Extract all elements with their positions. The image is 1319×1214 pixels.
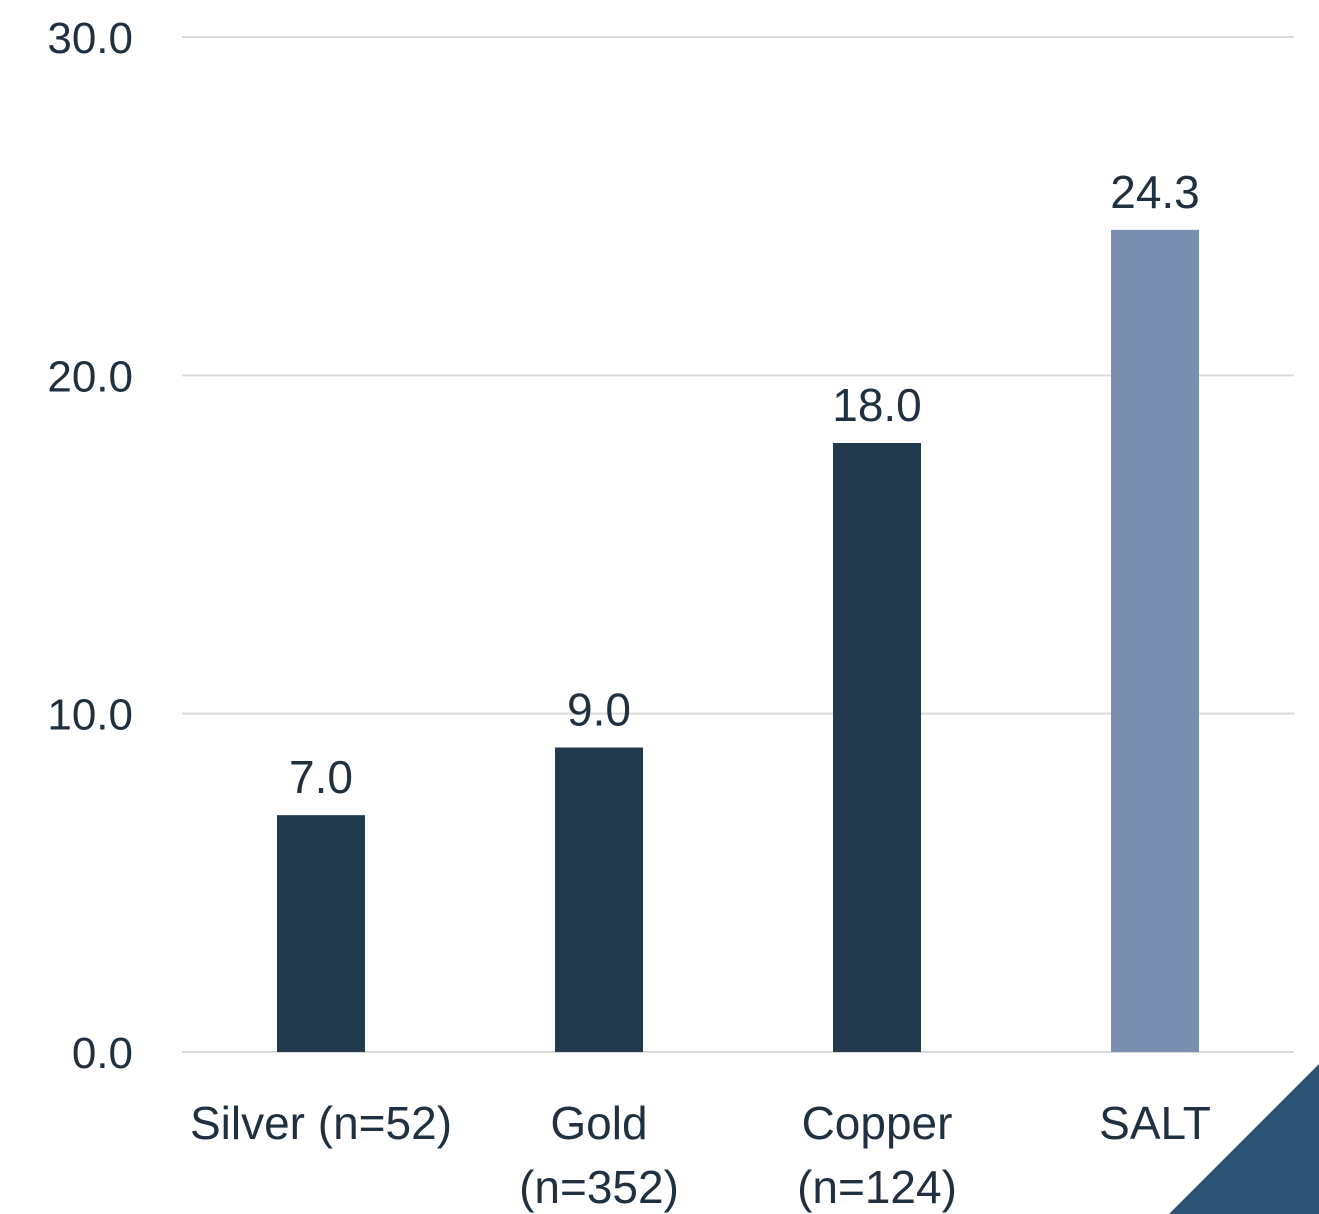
- data-label: 9.0: [567, 684, 631, 736]
- category-labels: Silver (n=52) Gold (n=352) Copper (n=124) SAL…: [190, 1097, 1211, 1213]
- bar: [555, 747, 643, 1052]
- bar: [277, 815, 365, 1052]
- x-tick-label: Copper: [802, 1097, 953, 1149]
- x-tick-label: SALT: [1099, 1097, 1211, 1149]
- x-tick-label: (n=352): [519, 1161, 679, 1213]
- x-tick-label: (n=124): [797, 1161, 957, 1213]
- data-labels: 7.0 9.0 18.0 24.3: [289, 166, 1200, 803]
- corner-accent-triangle: [1169, 1064, 1319, 1214]
- y-axis-tick-labels: 0.0 10.0 20.0 30.0: [47, 14, 133, 1078]
- y-tick-label: 0.0: [72, 1029, 133, 1078]
- x-tick-label: Silver (n=52): [190, 1097, 452, 1149]
- bar: [1111, 229, 1199, 1053]
- y-tick-label: 20.0: [47, 352, 133, 401]
- data-label: 18.0: [832, 379, 922, 431]
- gridlines: [182, 36, 1294, 1053]
- data-label: 24.3: [1110, 166, 1200, 218]
- y-tick-label: 30.0: [47, 14, 133, 63]
- bar: [833, 443, 921, 1052]
- data-label: 7.0: [289, 751, 353, 803]
- x-tick-label: Gold: [550, 1097, 647, 1149]
- y-tick-label: 10.0: [47, 691, 133, 740]
- bars: [277, 229, 1199, 1053]
